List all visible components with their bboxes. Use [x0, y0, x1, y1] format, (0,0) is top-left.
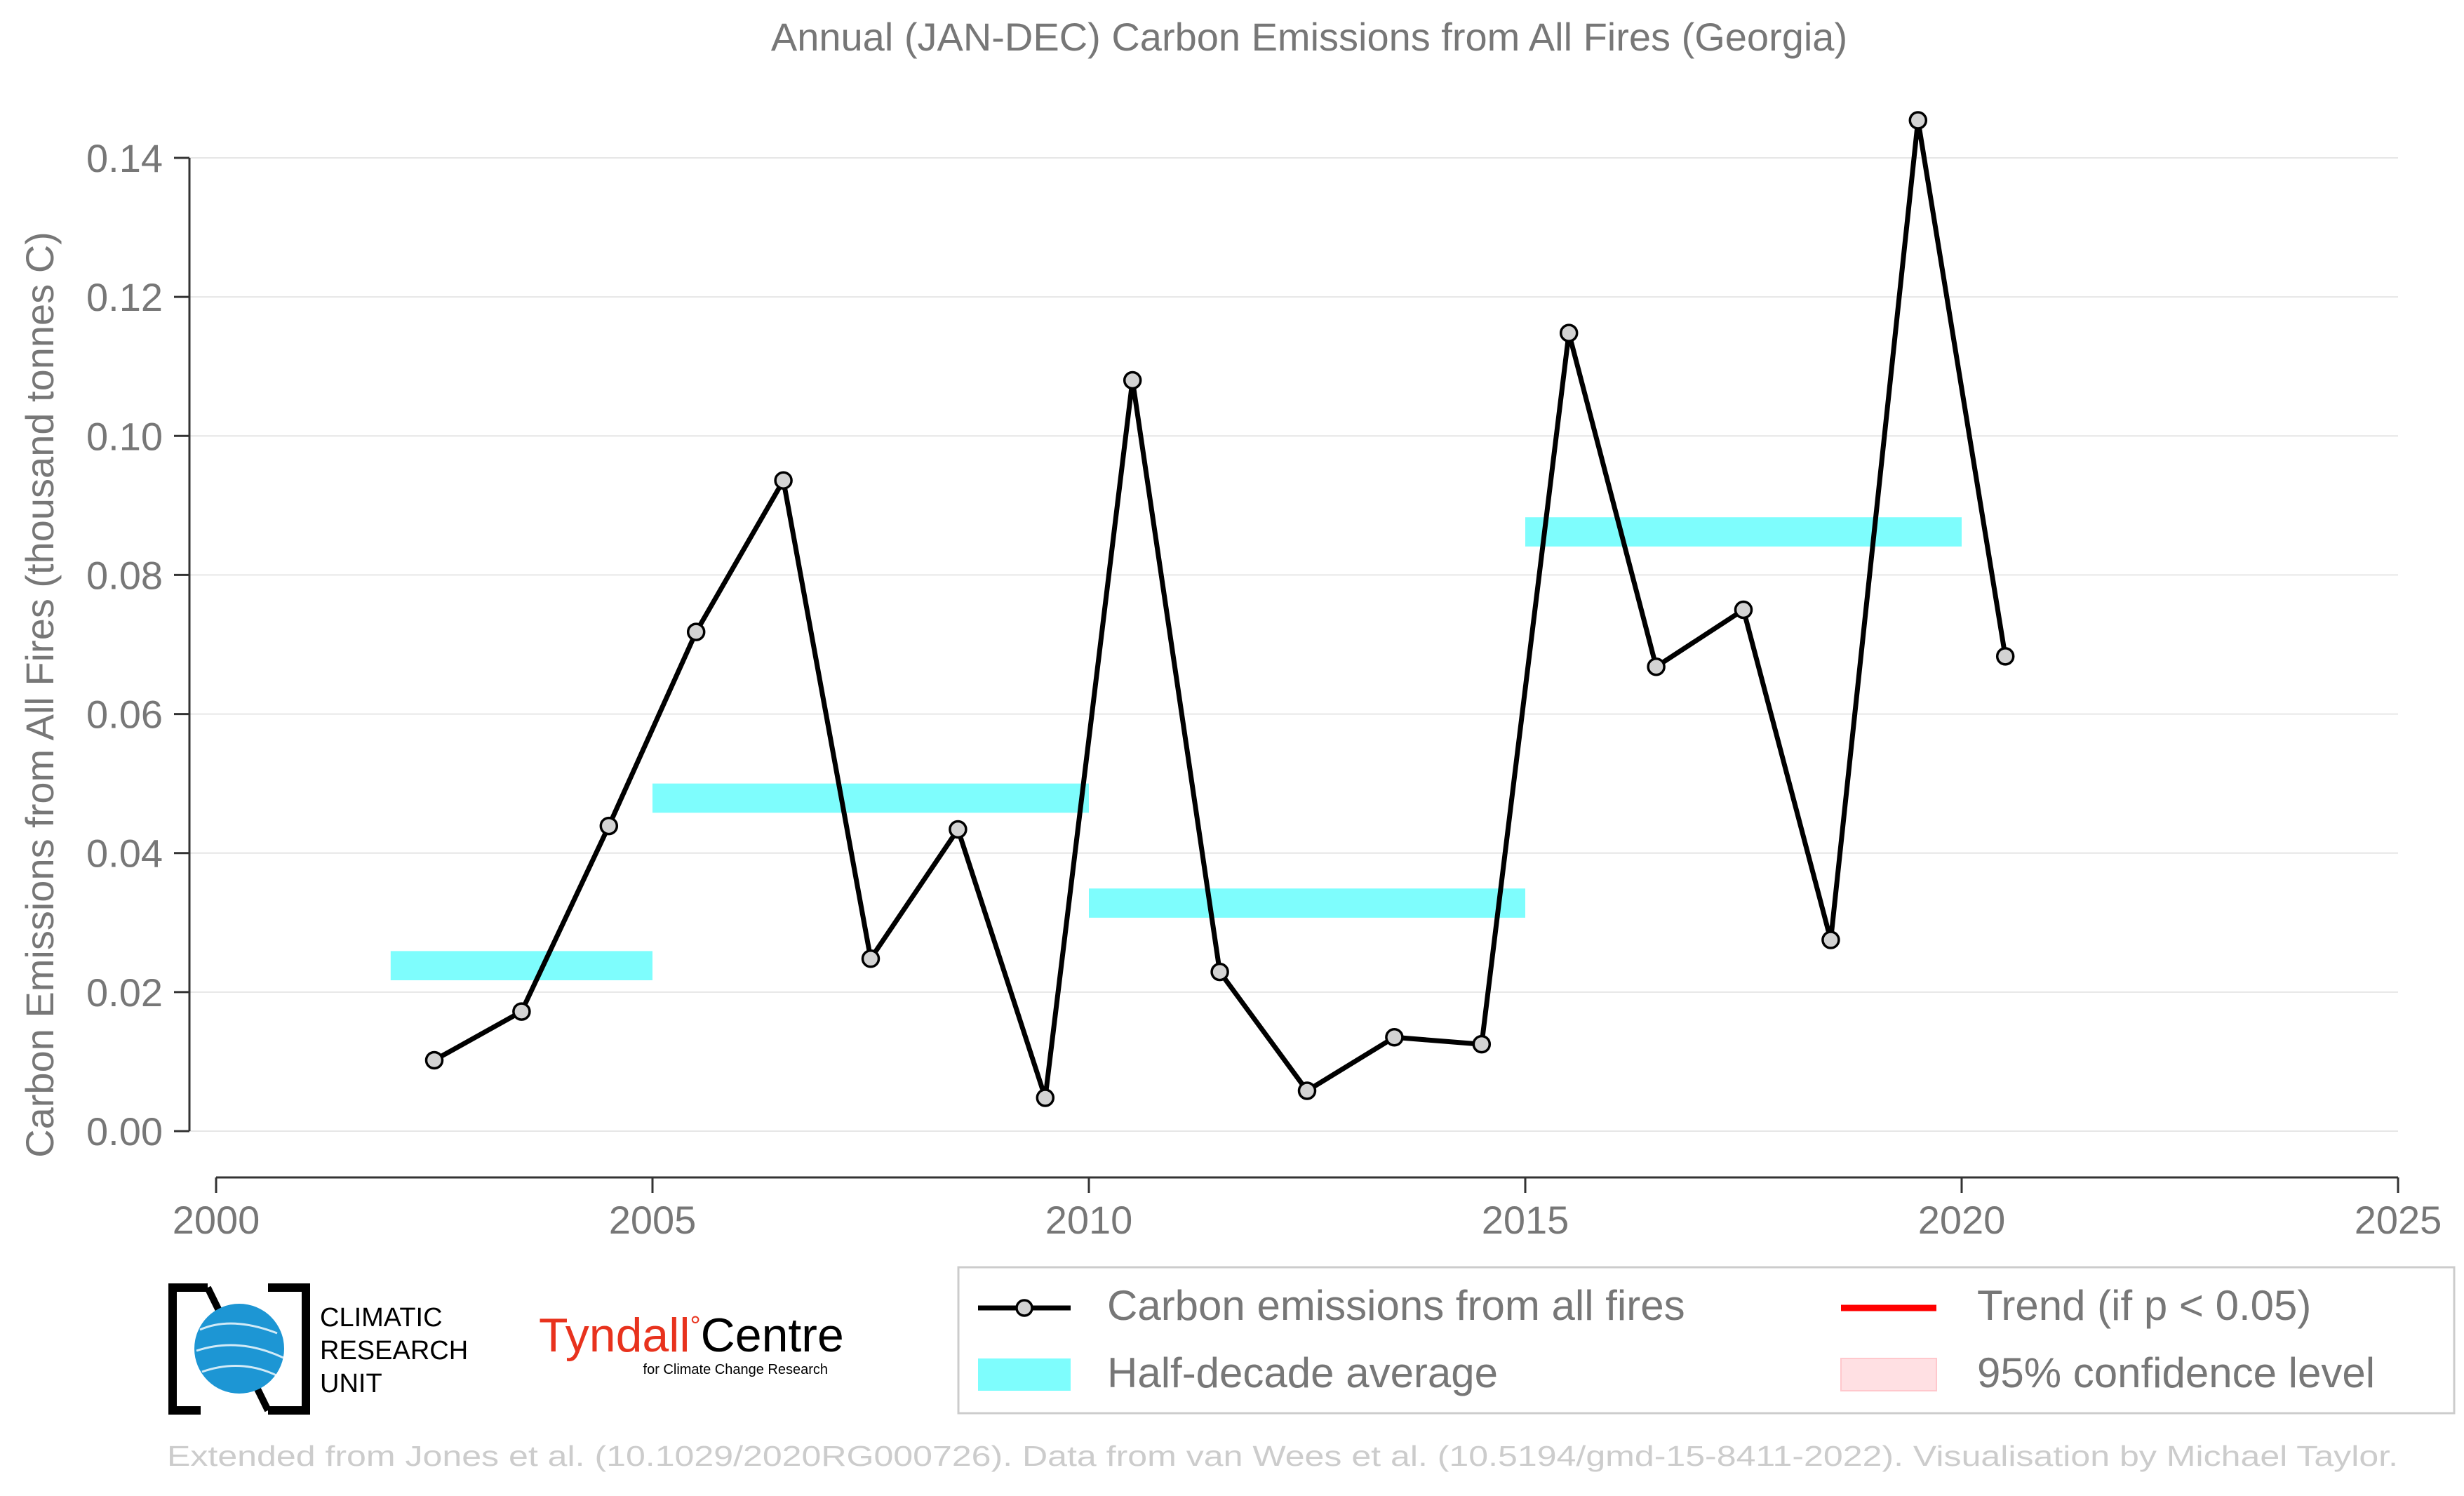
data-point [599, 816, 619, 836]
cru-logo: CLIMATIC RESEARCH UNIT [168, 1283, 468, 1415]
emissions-line [433, 118, 2008, 1100]
y-tick-label: 0.10 [86, 414, 163, 458]
x-axis: 2000 2005 2010 2015 2020 2025 [173, 1176, 2442, 1242]
half-decade-bar [390, 951, 652, 981]
emissions-series [424, 111, 2015, 1107]
chart-title: Annual (JAN-DEC) Carbon Emissions from A… [771, 15, 1847, 59]
credit-text: Extended from Jones et al. (10.1029/2020… [167, 1440, 2398, 1472]
legend-emissions-marker [1015, 1299, 1033, 1317]
data-point [1210, 962, 1229, 982]
half-decade-bar [1525, 517, 1962, 547]
legend-half-decade-patch [978, 1358, 1071, 1391]
y-axis-label: Carbon Emissions from All Fires (thousan… [18, 232, 62, 1158]
y-tick-label: 0.00 [86, 1109, 163, 1154]
tyndall-logo-subline: for Climate Change Research [643, 1362, 828, 1377]
data-point [949, 820, 967, 839]
data-point [1559, 323, 1579, 342]
y-tick-label: 0.06 [86, 693, 163, 737]
tyndall-logo: Tyndall°Centre for Climate Change Resear… [539, 1309, 844, 1377]
half-decade-bar [652, 783, 1089, 813]
x-tick-label: 2020 [1918, 1198, 2006, 1242]
y-tick-label: 0.08 [86, 553, 163, 597]
half-decade-bars [390, 517, 1962, 981]
half-decade-bar [1089, 888, 1525, 918]
y-tick-label: 0.12 [86, 275, 163, 319]
data-point [861, 949, 881, 968]
cru-logo-bracket-left [168, 1283, 208, 1415]
cru-logo-text-1: CLIMATIC [320, 1303, 443, 1333]
cru-logo-text-2: RESEARCH [320, 1336, 468, 1365]
legend: Carbon emissions from all fires Half-dec… [957, 1266, 2456, 1415]
cru-logo-bracket-right [268, 1283, 310, 1415]
cru-logo-text-3: UNIT [320, 1369, 382, 1398]
legend-confidence-patch [1840, 1358, 1937, 1391]
y-tick-label: 0.14 [86, 136, 163, 180]
cru-logo-globe-icon [194, 1304, 284, 1394]
legend-label-half-decade: Half-decade average [1107, 1349, 1498, 1396]
x-tick-label: 2000 [173, 1198, 260, 1242]
tyndall-logo-name: Tyndall°Centre [539, 1309, 844, 1362]
data-point [1908, 111, 1928, 130]
data-point [686, 622, 706, 641]
data-point [1297, 1081, 1317, 1100]
data-point [1472, 1034, 1492, 1054]
legend-label-trend: Trend (if p < 0.05) [1977, 1282, 2311, 1329]
data-point [1821, 930, 1840, 949]
x-tick-label: 2025 [2355, 1198, 2442, 1242]
data-point [1995, 647, 2015, 666]
x-tick-label: 2010 [1045, 1198, 1133, 1242]
data-point [424, 1050, 444, 1070]
data-point [1036, 1088, 1055, 1107]
legend-label-confidence: 95% confidence level [1977, 1349, 2375, 1396]
legend-label-emissions: Carbon emissions from all fires [1107, 1282, 1685, 1329]
data-point [1385, 1028, 1404, 1047]
grid-lines [189, 157, 2398, 1132]
x-tick-label: 2015 [1482, 1198, 1569, 1242]
data-point [1123, 370, 1142, 390]
x-tick-label: 2005 [609, 1198, 697, 1242]
cru-logo-globe-lines [196, 1322, 284, 1378]
legend-frame [957, 1266, 2456, 1415]
data-point [1734, 600, 1753, 620]
data-point [1647, 657, 1666, 676]
y-axis: 0.00 0.02 0.04 0.06 0.08 0.10 0.12 0.14 [86, 136, 191, 1154]
data-point [774, 471, 793, 490]
y-tick-label: 0.04 [86, 832, 163, 876]
y-tick-label: 0.02 [86, 970, 163, 1015]
data-point [512, 1002, 531, 1021]
